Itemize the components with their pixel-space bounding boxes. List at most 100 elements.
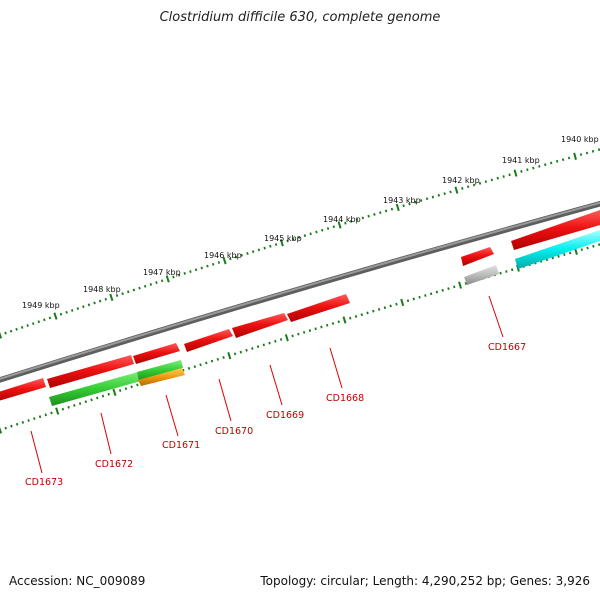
genome-backbone [0, 200, 600, 383]
inner-ring-minor-tick [262, 343, 266, 347]
outer-ring-minor-tick [15, 327, 18, 331]
gene-label-cd1673[interactable]: CD1673 [25, 477, 63, 488]
outer-ring-minor-tick [229, 257, 232, 261]
inner-ring-minor-tick [21, 420, 25, 424]
inner-tick-ring [0, 243, 600, 434]
outer-ring-minor-tick [361, 216, 365, 220]
outer-ring-minor-tick [461, 187, 464, 190]
inner-ring-minor-tick [96, 396, 99, 400]
inner-ring-minor-tick [464, 282, 468, 285]
feature-cd1668[interactable] [287, 294, 350, 322]
feature-green-short[interactable] [137, 360, 183, 381]
outer-ring-minor-tick [257, 248, 261, 252]
inner-ring-minor-tick [107, 392, 110, 396]
outer-ring-minor-tick [496, 176, 499, 180]
outer-ring-minor-tick [65, 310, 68, 314]
inner-ring-minor-tick [136, 383, 139, 387]
gene-label-cd1668[interactable]: CD1668 [326, 393, 364, 404]
outer-ring-minor-tick [26, 324, 29, 327]
inner-ring-minor-tick [199, 363, 202, 367]
inner-ring-minor-tick [251, 347, 254, 350]
inner-ring-minor-tick [447, 287, 450, 291]
inner-ring-minor-tick [314, 327, 317, 331]
outer-ring-minor-tick [200, 266, 204, 270]
outer-ring-minor-tick [414, 200, 417, 204]
gene-label-cd1672[interactable]: CD1672 [95, 459, 133, 470]
inner-ring-minor-tick [4, 426, 7, 430]
inner-ring-minor-tick [383, 306, 387, 310]
inner-ring-minor-tick [297, 332, 300, 336]
feature-green-long[interactable] [49, 372, 141, 406]
inner-ring-minor-tick [331, 322, 335, 325]
feature-right-edge[interactable] [511, 210, 600, 250]
gene-label-cd1667[interactable]: CD1667 [488, 342, 526, 353]
inner-ring-minor-tick [435, 290, 439, 294]
outer-ring-minor-tick [286, 239, 289, 243]
feature-cd1670[interactable] [184, 329, 233, 352]
outer-ring-minor-tick [155, 281, 158, 285]
inner-ring-minor-tick [557, 254, 560, 258]
genome-summary-text: Topology: circular; Length: 4,290,252 bp… [260, 574, 590, 588]
outer-ring-minor-tick [591, 149, 595, 153]
inner-ring-minor-tick [61, 407, 65, 411]
inner-ring-major-tick [112, 388, 117, 397]
outer-ring-minor-tick [194, 268, 198, 272]
outer-ring-minor-tick [478, 181, 482, 185]
gene-label-cd1671[interactable]: CD1671 [162, 440, 200, 451]
gene-label-cd1669[interactable]: CD1669 [266, 410, 304, 421]
inner-ring-minor-tick [389, 304, 392, 308]
outer-ring-minor-tick [189, 270, 192, 274]
outer-ring-minor-tick [431, 195, 435, 199]
feature-cd1672[interactable] [47, 355, 134, 388]
outer-ring-major-tick [222, 257, 227, 265]
outer-ring-minor-tick [379, 211, 382, 215]
inner-ring-minor-tick [349, 316, 352, 320]
outer-ring-major-tick [337, 221, 342, 229]
feature-grey[interactable] [464, 265, 499, 285]
inner-ring-major-tick [0, 426, 3, 434]
inner-ring-minor-tick [510, 268, 514, 272]
outer-ring-minor-tick [82, 305, 85, 309]
inner-ring-major-tick [458, 281, 462, 289]
outer-ring-minor-tick [138, 286, 141, 290]
outer-ring-minor-tick [297, 235, 301, 239]
outer-ring-minor-tick [217, 261, 221, 264]
feature-cyan[interactable] [515, 230, 600, 269]
forward-strand-features [0, 210, 600, 402]
outer-ring-minor-tick [211, 262, 215, 266]
outer-ring-minor-tick [269, 244, 272, 248]
outer-ring-minor-tick [443, 192, 446, 196]
outer-ring-minor-tick [555, 159, 559, 163]
inner-ring-minor-tick [563, 253, 566, 257]
inner-ring-minor-tick [597, 243, 600, 247]
inner-ring-minor-tick [182, 368, 185, 372]
inner-ring-minor-tick [101, 394, 105, 398]
outer-ring-major-tick [573, 152, 577, 160]
outer-ring-minor-tick [526, 168, 529, 172]
inner-ring-minor-tick [377, 308, 381, 311]
inner-ring-minor-tick [124, 387, 128, 391]
outer-ring-minor-tick [561, 158, 565, 162]
outer-ring-minor-tick [502, 175, 505, 178]
feature-orange[interactable] [138, 368, 185, 386]
feature-cd1671[interactable] [133, 343, 180, 364]
inner-ring-major-tick [342, 316, 347, 324]
inner-ring-minor-tick [245, 348, 248, 352]
inner-ring-minor-tick [453, 285, 456, 289]
gene-label-cd1670[interactable]: CD1670 [215, 426, 253, 437]
outer-ring-minor-tick [127, 290, 130, 294]
inner-ring-minor-tick [592, 244, 595, 248]
inner-ring-minor-tick [44, 413, 47, 417]
feature-cd1667[interactable] [461, 247, 494, 266]
inner-ring-minor-tick [205, 361, 208, 365]
outer-ring-minor-tick [87, 303, 91, 307]
inner-ring-minor-tick [67, 405, 70, 409]
inner-ring-major-tick [400, 298, 405, 307]
feature-cd1673[interactable] [0, 378, 46, 402]
inner-ring-minor-tick [210, 359, 214, 363]
outer-ring-minor-tick [37, 320, 41, 324]
inner-ring-minor-tick [73, 404, 76, 407]
feature-cd1669[interactable] [232, 313, 288, 338]
inner-ring-minor-tick [412, 297, 415, 301]
